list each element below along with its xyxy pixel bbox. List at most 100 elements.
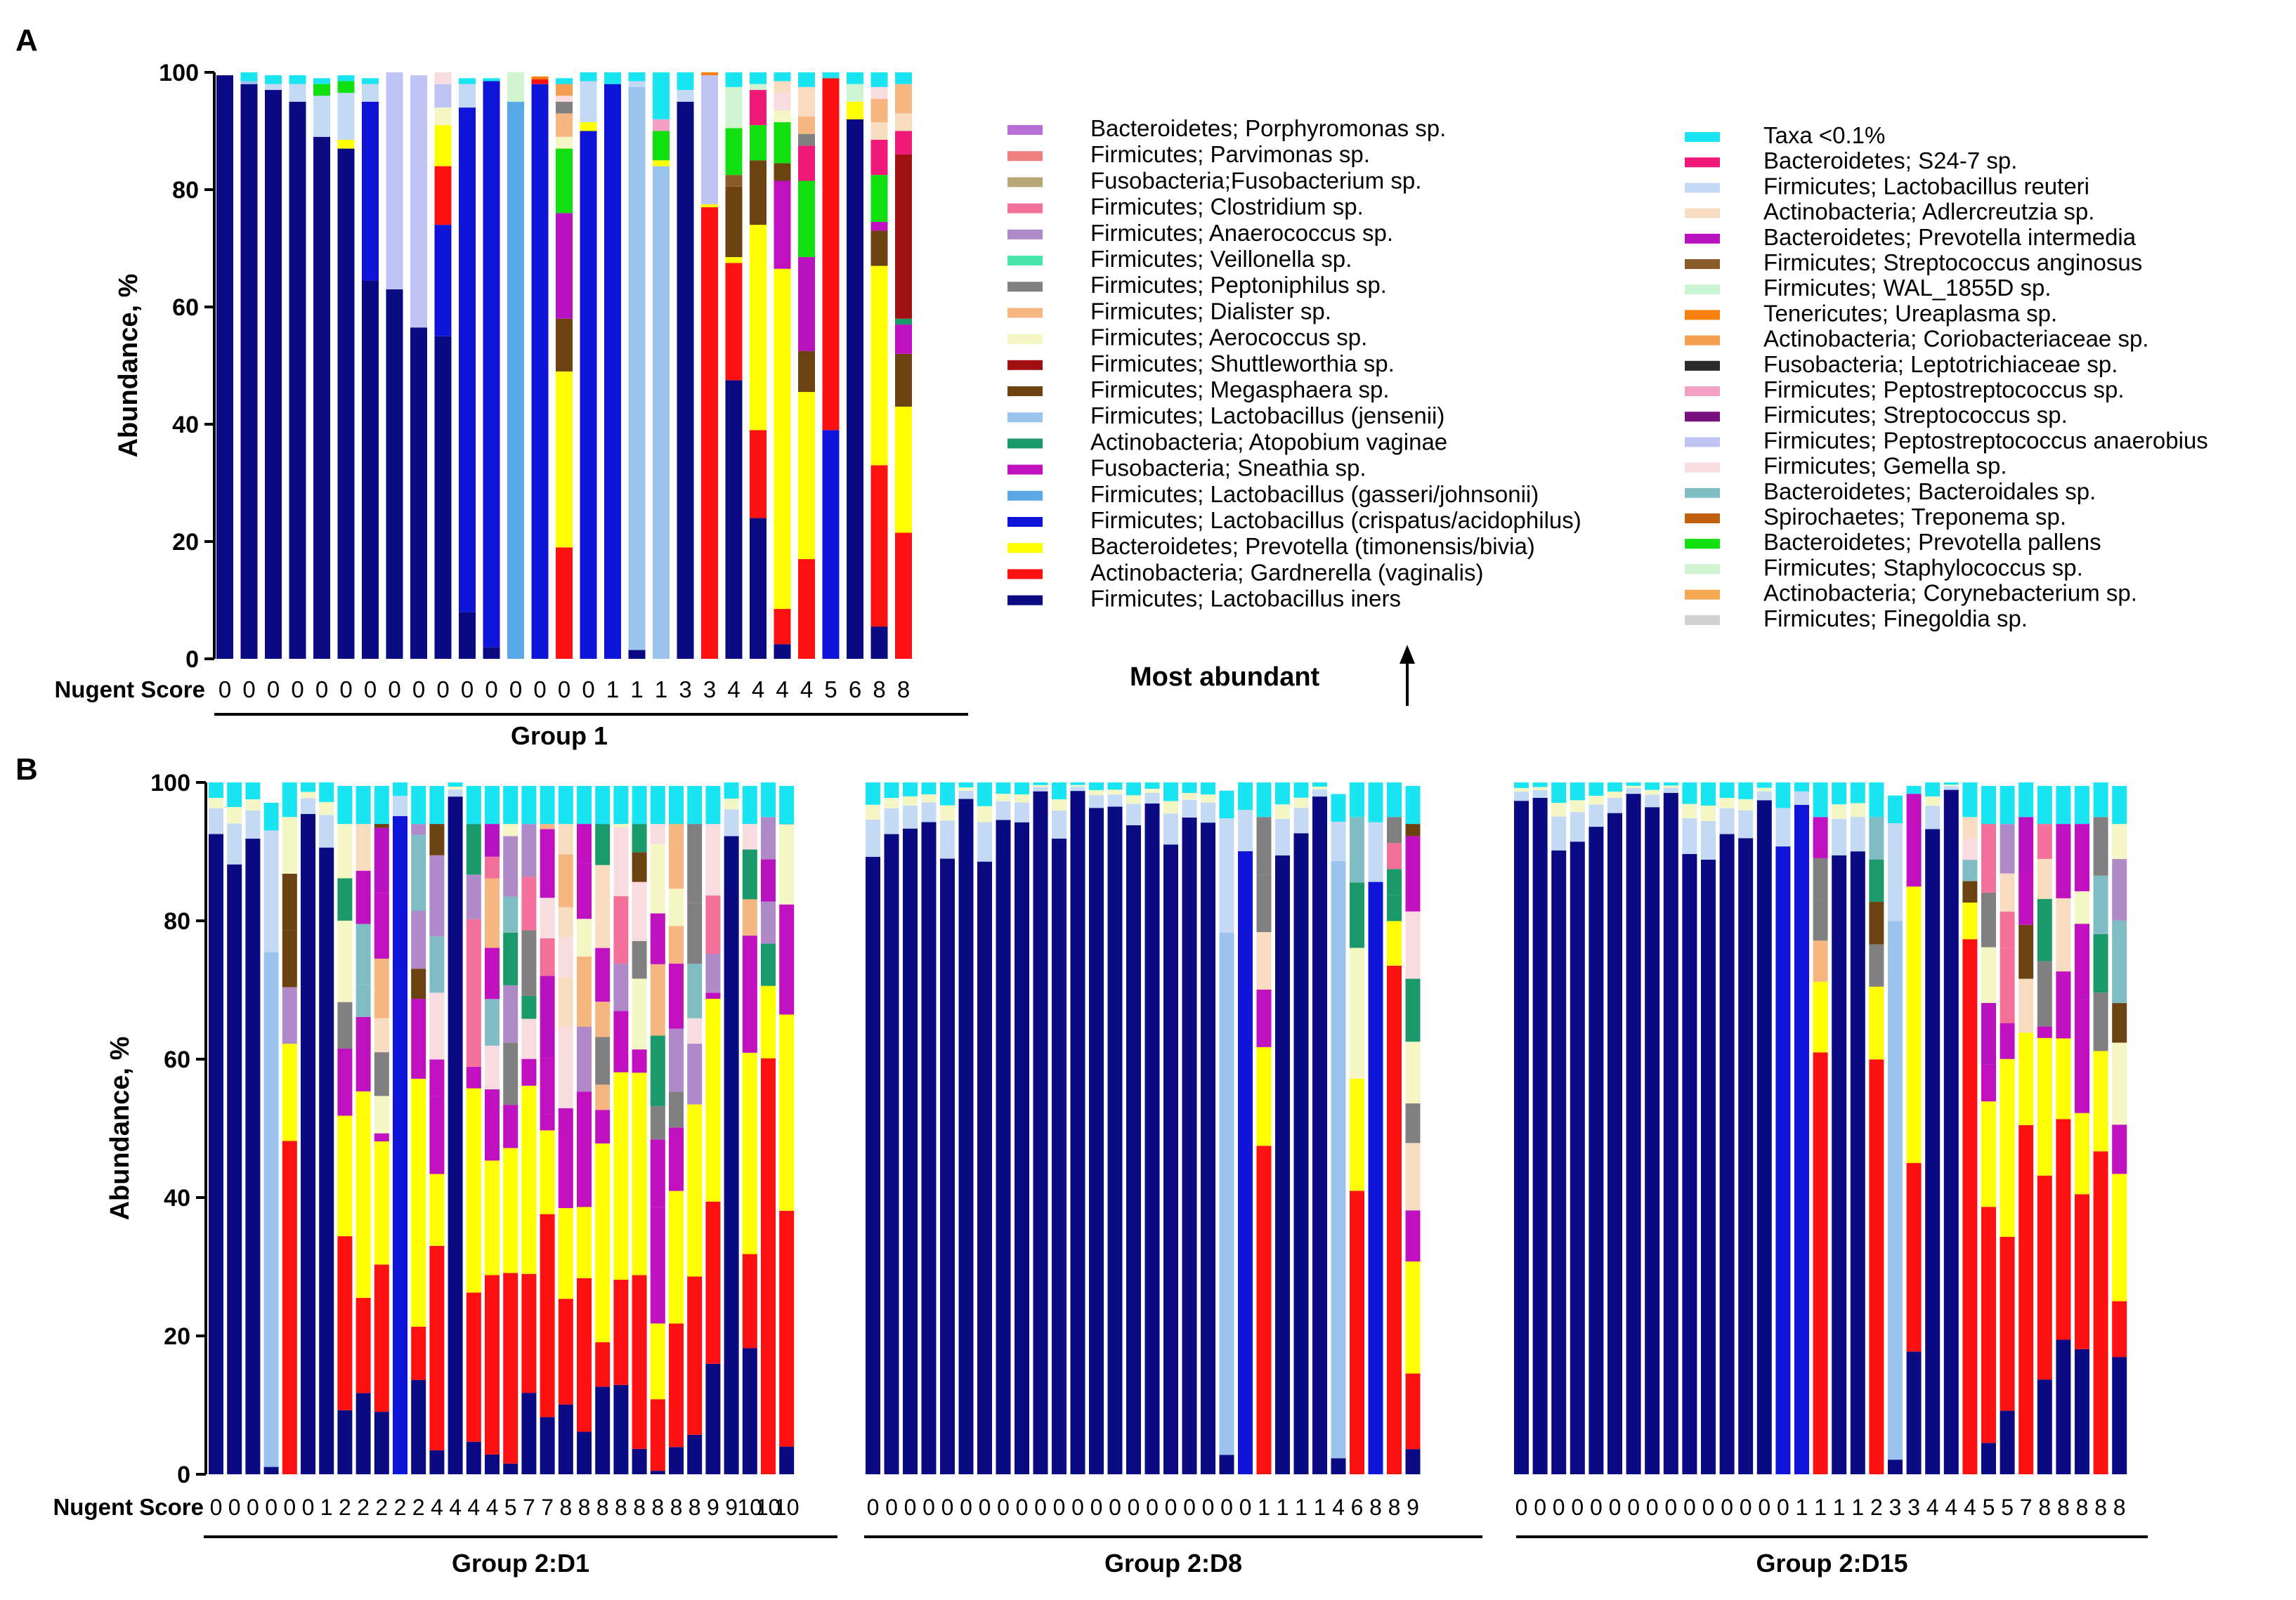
bar-segment-firmicutes-lactobacillus-reuteri	[459, 84, 476, 108]
bar-segment-firmicutes-lactobacillus-iners	[613, 1384, 629, 1474]
bar-segment-actinobacteria-atopobium-vaginae	[1387, 895, 1402, 922]
nugent-score-b: 0	[1053, 1495, 1066, 1520]
bar-segment-bacteroidetes-prevotella-timonensis-bivia	[337, 1115, 353, 1237]
bar-segment-bacteroidetes-prevotella-timonensis-bivia	[687, 1104, 703, 1277]
nugent-score-b: 5	[504, 1495, 517, 1520]
legend-a2-swatch-firmicutes-peptostreptococcus-sp	[1685, 386, 1720, 396]
bar-segment-bacteroidetes-prevotella-timonensis-bivia	[2075, 1113, 2089, 1195]
bar-segment-bacteroidetes-bacteroidales-sp	[1350, 817, 1364, 883]
bar-segment-actinobacteria-gardnerella-vaginalis	[669, 1323, 684, 1448]
bar-segment-firmicutes-lactobacillus-iners	[632, 1448, 647, 1474]
bar-segment-taxa-0-1	[996, 782, 1011, 794]
bar-segment-firmicutes-lactobacillus-reuteri	[1163, 813, 1178, 845]
bar-segment-firmicutes-lactobacillus-reuteri	[1275, 818, 1290, 855]
bar-segment-bacteroidetes-bacteroidales-sp	[2112, 920, 2127, 1004]
bar-segment-bacteroidetes-bacteroidales-sp	[411, 834, 426, 911]
bar-segment-taxa-0-1	[1293, 782, 1309, 798]
bar-segment-firmicutes-peptostreptococcus-anaerobius	[386, 72, 403, 289]
bar-segment-firmicutes-lactobacillus-iners	[847, 119, 863, 660]
panel-b-bar	[263, 802, 279, 1474]
bar-segment-firmicutes-lactobacillus-iners	[996, 820, 1011, 1474]
bar-segment-firmicutes-anaerococcus-sp	[503, 985, 518, 1043]
bar-segment-firmicutes-aerococcus-sp	[301, 792, 315, 799]
bar-segment-bacteroidetes-prevotella-timonensis-bivia	[1981, 1101, 1996, 1207]
bar-segment-firmicutes-gemella-sp	[742, 824, 757, 850]
bar-segment-bacteroidetes-bacteroidales-sp	[687, 964, 703, 1018]
bar-segment-firmicutes-dialister-sp	[540, 824, 555, 829]
bar-segment-taxa-0-1	[1813, 782, 1828, 818]
bar-segment-firmicutes-lactobacillus-iners	[240, 84, 258, 659]
bar-segment-taxa-0-1	[1626, 782, 1641, 786]
bar-segment-firmicutes-aerococcus-sp	[1701, 805, 1716, 821]
bar-segment-firmicutes-lactobacillus-iners	[1589, 827, 1604, 1474]
bar-segment-firmicutes-dialister-sp	[485, 878, 500, 948]
panel-b-bar	[650, 785, 665, 1474]
bar-segment-firmicutes-peptoniphilus-sp	[595, 1037, 611, 1085]
bar-segment-firmicutes-dialister-sp	[650, 964, 665, 1036]
bar-segment-actinobacteria-gardnerella-vaginalis	[1869, 1059, 1884, 1474]
bar-segment-firmicutes-aerococcus-sp	[2112, 1042, 2127, 1125]
bar-segment-firmicutes-staphylococcus-sp	[507, 72, 524, 102]
nugent-score-b: 9	[707, 1495, 719, 1520]
bar-segment-firmicutes-lactobacillus-iners	[742, 1348, 757, 1474]
bar-segment-firmicutes-lactobacillus-iners	[265, 90, 282, 660]
bar-segment-bacteroidetes-prevotella-timonensis-bivia	[2056, 1038, 2071, 1120]
bar-segment-firmicutes-anaerococcus-sp	[761, 901, 776, 944]
bar-segment-firmicutes-megasphaera-sp	[429, 824, 445, 855]
nugent-score-a-29: 8	[897, 676, 910, 702]
nugent-score-b: 5	[1983, 1495, 1995, 1520]
bar-segment-fusobacteria-sneathia-sp	[613, 1011, 629, 1073]
nugent-score-b: 0	[1183, 1495, 1196, 1520]
bar-segment-bacteroidetes-prevotella-timonensis-bivia	[1869, 986, 1884, 1060]
bar-segment-firmicutes-lactobacillus-reuteri	[866, 819, 880, 857]
nugent-score-b: 1	[1258, 1495, 1270, 1520]
bar-segment-firmicutes-lactobacillus-iners	[1663, 792, 1678, 1474]
panel-b-bar	[1126, 782, 1141, 1474]
bar-segment-firmicutes-lactobacillus-jensenii	[1219, 932, 1234, 1455]
nugent-score-b: 5	[2001, 1495, 2014, 1520]
bar-segment-taxa-0-1	[1925, 782, 1940, 796]
bar-segment-bacteroidetes-prevotella-timonensis-bivia	[558, 1208, 573, 1299]
panel-b-bar	[2037, 785, 2052, 1474]
panel-b-bar	[1238, 782, 1253, 1474]
bar-segment-taxa-0-1	[1981, 785, 1996, 825]
nugent-score-b: 0	[1202, 1495, 1215, 1520]
bar-segment-taxa-0-1	[313, 78, 330, 84]
bar-segment-taxa-0-1	[2037, 785, 2052, 825]
bar-segment-firmicutes-lactobacillus-iners	[1981, 1443, 1996, 1474]
bar-segment-firmicutes-aerococcus-sp	[996, 794, 1011, 801]
bar-segment-firmicutes-clostridium-sp	[466, 993, 481, 1067]
bar-segment-firmicutes-aerococcus-sp	[227, 807, 242, 824]
bar-segment-taxa-0-1	[374, 785, 389, 825]
panel-b-bar	[448, 782, 463, 1474]
bar-segment-firmicutes-lactobacillus-iners	[1738, 838, 1754, 1474]
bar-segment-taxa-0-1	[1052, 782, 1067, 799]
legend-a1-swatch-firmicutes-lactobacillus-iners	[1007, 595, 1043, 605]
bar-segment-taxa-0-1	[895, 72, 912, 84]
bar-segment-firmicutes-lactobacillus-reuteri	[301, 798, 315, 814]
bar-segment-fusobacteria-sneathia-sp	[705, 992, 721, 999]
bar-segment-firmicutes-lactobacillus-iners	[1514, 801, 1529, 1474]
bar-segment-actinobacteria-gardnerella-vaginalis	[870, 465, 888, 627]
panel-a-y-tick-label: 20	[172, 529, 199, 556]
nugent-score-b: 4	[467, 1495, 480, 1520]
nugent-score-b: 2	[412, 1495, 425, 1520]
nugent-score-a-20: 3	[679, 676, 691, 702]
bar-segment-taxa-0-1	[1775, 782, 1791, 808]
bar-segment-firmicutes-staphylococcus-sp	[847, 84, 863, 102]
bar-segment-firmicutes-megasphaera-sp	[282, 930, 297, 988]
legend-a1-swatch-firmicutes-dialister-sp	[1007, 308, 1043, 318]
bar-segment-firmicutes-aerococcus-sp	[1350, 947, 1364, 1014]
panel-b-bar	[209, 782, 223, 1474]
bar-segment-firmicutes-lactobacillus-iners	[1144, 804, 1160, 1474]
bar-segment-firmicutes-lactobacillus-reuteri	[319, 815, 334, 848]
bar-segment-bacteroidetes-prevotella-timonensis-bivia	[503, 1148, 518, 1273]
panel-b-bar	[521, 785, 537, 1474]
panel-b-bar	[761, 782, 776, 1474]
legend-a2-swatch-actinobacteria-corynebacterium-sp	[1685, 589, 1720, 600]
bar-segment-firmicutes-gemella-sp	[1962, 838, 1978, 860]
bar-segment-firmicutes-gemella-sp	[1405, 911, 1421, 979]
bar-segment-actinobacteria-adlercreutzia-sp	[2018, 978, 2034, 1033]
bar-segment-firmicutes-anaerococcus-sp	[687, 1043, 703, 1105]
bar-segment-firmicutes-dialister-sp	[798, 116, 815, 134]
